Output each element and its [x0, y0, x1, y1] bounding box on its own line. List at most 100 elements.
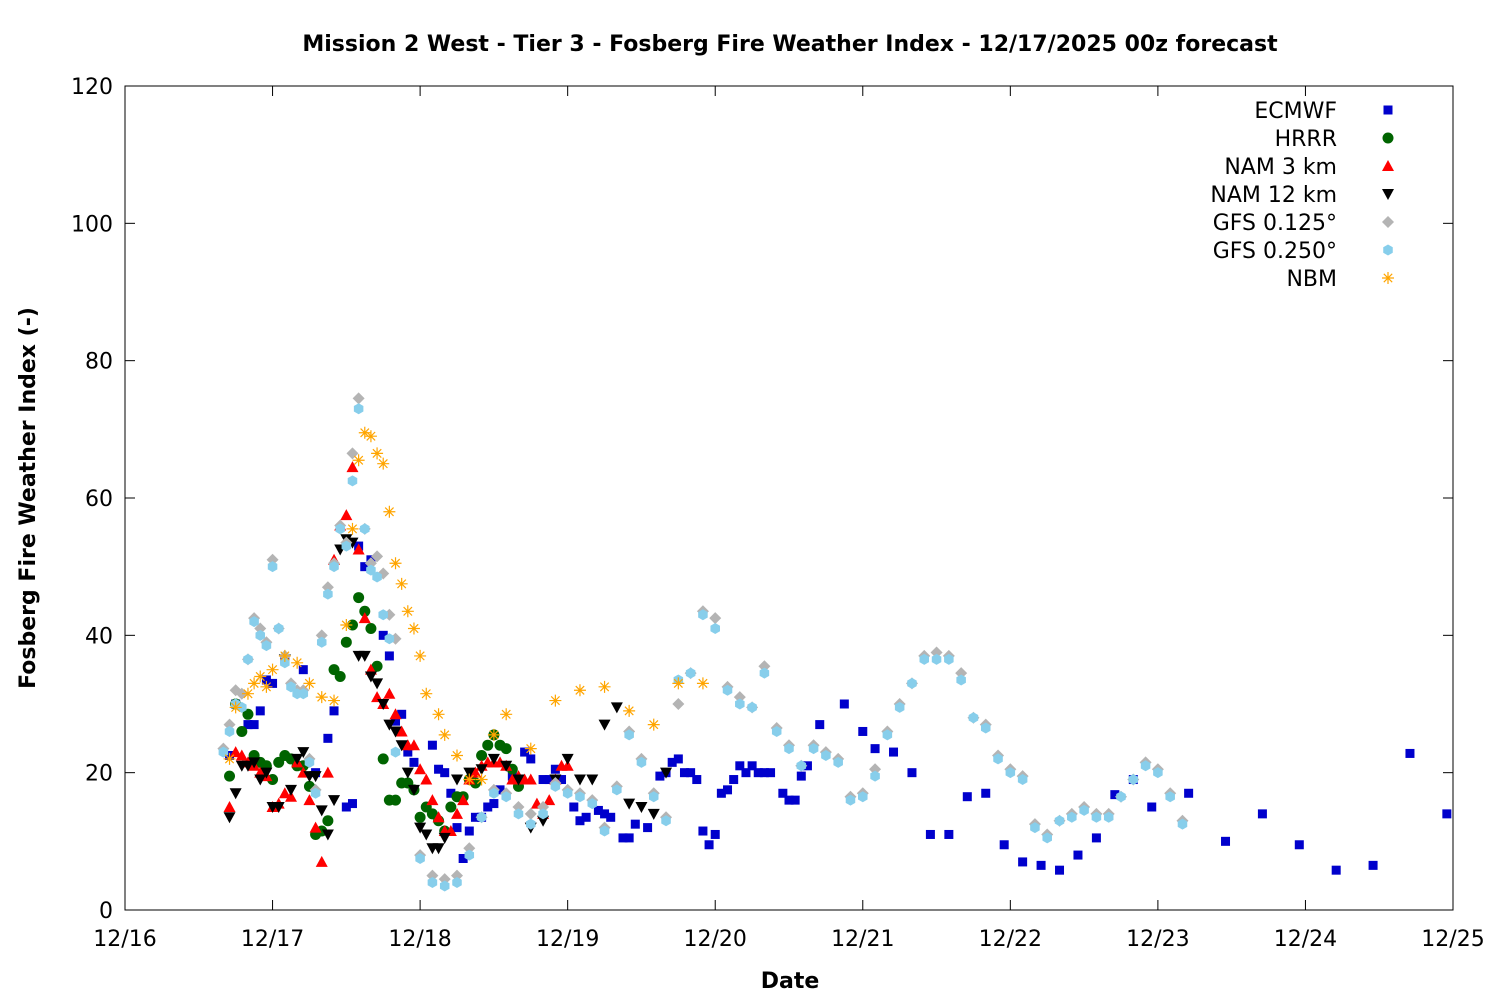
data-point: [784, 743, 794, 755]
data-point: [512, 801, 525, 813]
data-point: [352, 543, 365, 555]
data-point: [833, 756, 843, 768]
data-point: [500, 708, 513, 721]
data-point: [378, 630, 388, 640]
data-point: [1184, 788, 1194, 798]
data-point: [224, 725, 235, 737]
data-point: [310, 787, 321, 799]
data-point: [445, 801, 457, 813]
data-point: [463, 767, 476, 779]
data-point: [426, 794, 439, 806]
x-tick-label: 12/18: [388, 927, 451, 952]
data-point: [624, 729, 634, 741]
data-point: [1103, 811, 1114, 823]
legend-label: NAM 3 km: [1224, 155, 1337, 180]
y-tick-label: 120: [71, 75, 113, 100]
legend-marker: [1382, 272, 1394, 284]
data-point: [475, 773, 488, 786]
y-tick-label: 80: [85, 350, 113, 375]
data-point: [470, 812, 480, 822]
data-point: [229, 701, 242, 714]
data-point: [266, 553, 279, 566]
data-point: [223, 752, 236, 765]
x-tick-label: 12/19: [536, 927, 599, 952]
data-point: [1030, 822, 1040, 834]
data-point: [710, 829, 720, 839]
data-point: [248, 677, 261, 690]
data-point: [562, 787, 573, 799]
data-point: [723, 785, 733, 795]
data-point: [686, 768, 696, 778]
data-point: [328, 795, 341, 807]
data-point: [260, 680, 273, 693]
legend-label: HRRR: [1275, 127, 1337, 152]
data-point: [955, 667, 968, 680]
data-point: [315, 805, 328, 817]
data-point: [561, 753, 574, 765]
data-point: [291, 753, 304, 765]
data-point: [329, 706, 339, 716]
data-point: [561, 759, 574, 771]
data-point: [358, 650, 371, 662]
data-point: [1036, 860, 1046, 870]
data-point: [291, 656, 304, 669]
data-point: [390, 794, 402, 806]
data-point: [321, 581, 334, 594]
data-point: [255, 629, 266, 641]
data-point: [482, 739, 494, 751]
data-point: [1005, 767, 1016, 779]
data-point: [500, 760, 513, 772]
data-point: [229, 788, 242, 800]
data-point: [427, 877, 438, 889]
data-point: [489, 787, 499, 799]
data-point: [821, 750, 831, 761]
data-point: [557, 775, 567, 785]
data-point: [630, 819, 640, 829]
data-point: [249, 616, 259, 628]
data-point: [526, 754, 536, 764]
data-point: [334, 671, 346, 683]
data-point: [919, 653, 930, 665]
data-point: [501, 791, 511, 803]
x-tick-label: 12/23: [1126, 927, 1189, 952]
data-point: [476, 811, 487, 823]
x-tick-label: 12/22: [979, 927, 1042, 952]
data-point: [710, 622, 720, 634]
data-point: [323, 733, 333, 743]
data-point: [623, 704, 636, 717]
data-point: [907, 677, 917, 689]
data-point: [446, 788, 456, 798]
legend-label: GFS 0.250°: [1213, 239, 1337, 264]
data-point: [401, 605, 414, 618]
legend-label: NAM 12 km: [1210, 183, 1337, 208]
legend-label: ECMWF: [1254, 99, 1337, 124]
data-point: [1147, 802, 1157, 812]
legend-marker: [1383, 244, 1393, 256]
data-point: [229, 746, 242, 758]
data-point: [223, 801, 236, 812]
data-point: [679, 768, 689, 778]
data-point: [692, 775, 702, 785]
data-point: [808, 743, 819, 755]
data-point: [513, 808, 524, 820]
x-tick-label: 12/16: [93, 927, 156, 952]
data-point: [487, 753, 500, 765]
data-point: [458, 854, 468, 863]
data-point: [267, 561, 278, 573]
data-point: [999, 840, 1009, 850]
data-point: [894, 701, 905, 713]
data-point: [537, 815, 550, 827]
data-point: [223, 718, 236, 731]
data-point: [353, 403, 364, 415]
data-point: [347, 799, 357, 809]
legend-marker: [1383, 105, 1393, 115]
data-point: [395, 725, 408, 737]
data-point: [1091, 811, 1102, 823]
data-point: [260, 767, 273, 779]
data-point: [882, 729, 893, 741]
data-point: [278, 787, 291, 799]
data-point: [371, 660, 383, 672]
legend-label: NBM: [1286, 267, 1337, 292]
data-point: [377, 699, 390, 710]
data-point: [452, 823, 462, 833]
